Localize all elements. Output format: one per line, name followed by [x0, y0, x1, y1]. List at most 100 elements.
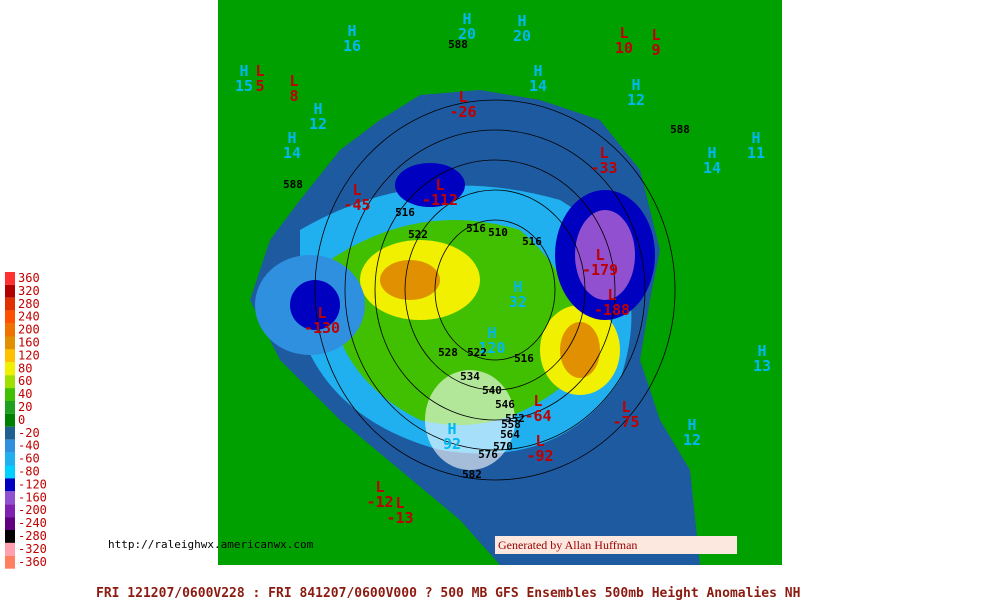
legend-swatch	[5, 491, 15, 505]
legend-swatch	[5, 375, 15, 389]
anomaly-region	[560, 322, 600, 378]
legend-label: 80	[18, 361, 32, 375]
pressure-center-letter: L	[599, 144, 608, 162]
pressure-center-letter: L	[458, 88, 467, 106]
pressure-center-letter: L	[619, 24, 628, 42]
land	[218, 0, 782, 565]
pressure-center-value: 13	[753, 357, 771, 375]
pressure-center-letter: H	[751, 129, 760, 147]
legend-swatch	[5, 426, 15, 440]
pressure-center-value: 12	[309, 115, 327, 133]
pressure-center-letter: H	[707, 144, 716, 162]
map-area	[218, 0, 782, 565]
pressure-center-value: -64	[524, 407, 551, 425]
pressure-center-value: 9	[651, 41, 660, 59]
legend-label: 20	[18, 400, 32, 414]
legend-swatch	[5, 413, 15, 427]
pressure-center-value: -130	[304, 319, 340, 337]
legend-swatch	[5, 504, 15, 518]
pressure-center-value: 15	[235, 77, 253, 95]
legend-swatch	[5, 272, 15, 285]
legend-label: -40	[18, 439, 40, 453]
contour-label: 516	[514, 352, 534, 365]
legend-swatch	[5, 336, 15, 350]
legend-swatch	[5, 297, 15, 311]
pressure-center-value: 14	[529, 77, 547, 95]
contour-label: 522	[467, 346, 487, 359]
contour-label: 516	[522, 235, 542, 248]
contour-label: 588	[283, 178, 303, 191]
pressure-center-value: 32	[509, 293, 527, 311]
height-contours	[314, 99, 676, 481]
legend-label: -240	[18, 516, 47, 530]
pressure-center-value: -33	[590, 159, 617, 177]
pressure-center-value: 14	[283, 144, 301, 162]
pressure-center-letter: H	[533, 62, 542, 80]
legend-swatch	[5, 542, 15, 556]
legend-label: -200	[18, 503, 47, 517]
contour-label: 564	[500, 428, 520, 441]
pressure-center-letter: H	[239, 62, 248, 80]
legend-label: 320	[18, 284, 40, 298]
legend-label: 360	[18, 271, 40, 285]
legend-swatch	[5, 530, 15, 543]
land-outline-area	[425, 370, 515, 470]
pressure-center-letter: L	[289, 72, 298, 90]
contour-label: 528	[438, 346, 458, 359]
anomaly-region	[575, 210, 635, 300]
pressure-center-letter: L	[607, 286, 616, 304]
pressure-center-value: -26	[449, 103, 476, 121]
legend-label: 40	[18, 387, 32, 401]
pressure-center-value: 14	[703, 159, 721, 177]
pressure-center-value: 20	[458, 25, 476, 43]
legend-label: 200	[18, 323, 40, 337]
pressure-center-value: 120	[478, 339, 505, 357]
legend: 360320280240200160120806040200-20-40-60-…	[5, 271, 47, 569]
legend-swatch	[5, 439, 15, 453]
pressure-center-value: -12	[366, 493, 393, 511]
pressure-center-value: 5	[255, 77, 264, 95]
legend-swatch	[5, 452, 15, 466]
pressure-center-letter: H	[757, 342, 766, 360]
pressure-center-value: 16	[343, 37, 361, 55]
pressure-center-value: 12	[627, 91, 645, 109]
pressure-center-letter: H	[687, 416, 696, 434]
pressure-center-value: -45	[343, 196, 370, 214]
anomaly-region	[290, 280, 340, 330]
legend-swatch	[5, 478, 15, 492]
legend-label: -20	[18, 426, 40, 440]
pressure-center-letter: L	[651, 26, 660, 44]
legend-swatch	[5, 284, 15, 298]
legend-swatch	[5, 310, 15, 324]
legend-label: 0	[18, 413, 25, 427]
contour-label: 522	[408, 228, 428, 241]
legend-swatch	[5, 349, 15, 363]
contour-label: 540	[482, 384, 502, 397]
contour-label: 588	[448, 38, 468, 51]
pressure-center-letter: H	[347, 22, 356, 40]
legend-swatch	[5, 401, 15, 414]
pressure-center-value: -179	[582, 261, 618, 279]
pressure-center-letter: L	[435, 176, 444, 194]
anomaly-region	[380, 260, 440, 300]
pressure-center-letter: H	[447, 420, 456, 438]
pressure-center-value: 11	[747, 144, 765, 162]
pressure-center-value: 8	[289, 87, 298, 105]
pressure-center-letter: L	[352, 181, 361, 199]
pressure-center-letter: L	[621, 398, 630, 416]
legend-label: -280	[18, 529, 47, 543]
pressure-center-letter: H	[462, 10, 471, 28]
legend-label: -60	[18, 452, 40, 466]
contour-label: 576	[478, 448, 498, 461]
pressure-center-letter: L	[255, 62, 264, 80]
contour-label: 510	[488, 226, 508, 239]
legend-swatch	[5, 362, 15, 376]
contour-label: 588	[670, 123, 690, 136]
pressure-center-value: -13	[386, 509, 413, 527]
legend-label: 160	[18, 336, 40, 350]
pressure-center-letter: H	[287, 129, 296, 147]
legend-label: -120	[18, 477, 47, 491]
legend-label: -80	[18, 465, 40, 479]
pressure-center-letter: L	[595, 246, 604, 264]
